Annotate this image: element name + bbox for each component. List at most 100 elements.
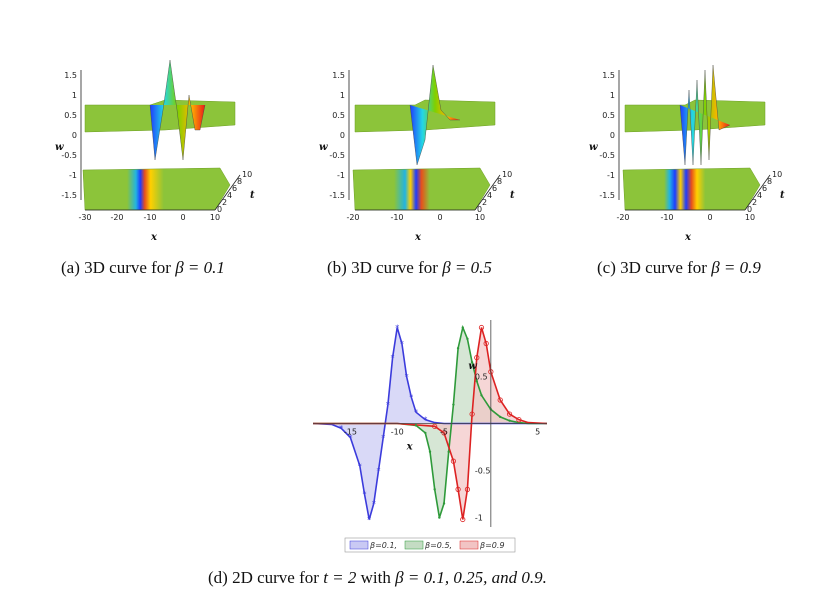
series-point-3	[506, 411, 513, 417]
t-axis-label: t	[510, 190, 515, 201]
legend-swatch-1	[349, 540, 369, 550]
w-tick: -0.5	[599, 151, 615, 160]
plot-axes	[313, 320, 547, 527]
w-ticks-b: 1.5 1 0.5 0 -0.5 -1 -1.5	[329, 71, 345, 200]
caption-c-beta: β = 0.9	[711, 258, 761, 277]
caption-b-text: (b) 3D curve for	[327, 258, 438, 277]
series-point-2	[456, 347, 460, 350]
x-tick: -20	[616, 213, 629, 222]
t-tick: 0	[217, 205, 222, 214]
panel-d: * * * * * * * * * * * * * * * * -15 -10 -5 5 0.5 -0.5 -…	[305, 312, 555, 557]
t-tick: 10	[772, 170, 782, 179]
legend-item-1: β=0.1,	[369, 541, 397, 550]
w-tick: -1	[607, 171, 615, 180]
series-point-2	[461, 326, 464, 329]
w-tick: -1.5	[599, 191, 615, 200]
t-tick: 6	[492, 184, 497, 193]
w-tick: 1.5	[602, 71, 615, 80]
t-tick: 8	[767, 177, 772, 186]
w-tick: -1	[69, 171, 77, 180]
series-point-1: *	[386, 401, 390, 410]
x-tick: -10	[390, 213, 403, 222]
t-tick: 8	[497, 177, 502, 186]
w-tick: 0.5	[332, 111, 345, 120]
caption-d-t: t = 2	[323, 568, 357, 587]
t-tick: 4	[757, 191, 762, 200]
y-tick: -0.5	[475, 467, 491, 476]
x-tick: -20	[110, 213, 123, 222]
w-axis-label: w	[55, 142, 64, 153]
series-point-2	[447, 450, 450, 453]
surface-plot-b: 1.5 1 0.5 0 -0.5 -1 -1.5 -20 -10 0 10 10…	[319, 64, 515, 243]
w-tick: 1	[72, 91, 77, 100]
series-point-2	[466, 337, 469, 341]
x-tick: -30	[78, 213, 91, 222]
series-point-3	[478, 324, 485, 331]
series-point-1: *	[423, 416, 427, 425]
x-axis-label: x	[150, 232, 158, 243]
x-tick: -15	[344, 428, 357, 437]
panel-a: 1.5 1 0.5 0 -0.5 -1 -1.5 -30 -20 -10 0 1…	[55, 50, 270, 250]
x-axis-label: x	[684, 232, 692, 243]
w-tick: 0	[340, 131, 345, 140]
x-tick: -10	[391, 428, 404, 437]
surface-plot-c: 1.5 1 0.5 0 -0.5 -1 -1.5 -20 -10 0 10 10…	[589, 64, 785, 243]
t-tick: 4	[227, 191, 232, 200]
t-tick: 0	[477, 205, 482, 214]
t-ticks-c: 10 8 6 4 2 0	[747, 170, 782, 214]
series-point-2	[452, 403, 455, 406]
t-tick: 8	[237, 177, 242, 186]
t-ticks-b: 10 8 6 4 2 0	[477, 170, 512, 214]
t-axis-label: t	[250, 190, 255, 201]
series-point-2	[480, 394, 483, 397]
w-tick: -1.5	[61, 191, 77, 200]
series-markers: ****************	[339, 324, 522, 524]
w-tick: -1.5	[329, 191, 345, 200]
series-point-1: *	[405, 372, 409, 381]
caption-d: (d) 2D curve for t = 2 with β = 0.1, 0.2…	[208, 568, 547, 588]
series-point-3	[460, 516, 466, 523]
series-point-1: *	[339, 424, 343, 433]
x-tick: 5	[535, 428, 540, 437]
series-point-3	[483, 340, 489, 347]
series-point-1: *	[400, 340, 404, 349]
caption-c: (c) 3D curve for β = 0.9	[597, 258, 761, 278]
series-point-1: *	[367, 515, 371, 524]
w-tick: -0.5	[61, 151, 77, 160]
series-point-1: *	[381, 434, 385, 443]
x-tick: -10	[143, 213, 156, 222]
t-tick: 4	[487, 191, 492, 200]
x-tick: 10	[210, 213, 220, 222]
caption-b: (b) 3D curve for β = 0.5	[327, 258, 492, 278]
series-point-2	[414, 424, 418, 427]
caption-b-beta: β = 0.5	[442, 258, 492, 277]
w-ticks-a: 1.5 1 0.5 0 -0.5 -1 -1.5	[61, 71, 77, 200]
w-tick: 1	[610, 91, 615, 100]
series-point-2	[470, 361, 474, 364]
caption-d-beta: β = 0.1, 0.25, and 0.9.	[395, 568, 547, 587]
w-tick: -0.5	[329, 151, 345, 160]
legend-swatch-2	[404, 540, 424, 550]
x-tick: 0	[180, 213, 185, 222]
t-axis-label: t	[780, 190, 785, 201]
series-point-1: *	[362, 490, 366, 499]
y-tick: -1	[475, 514, 483, 523]
series-point-2	[475, 379, 478, 383]
series-point-1: *	[377, 467, 381, 476]
t-tick: 6	[762, 184, 767, 193]
series-point-1: *	[358, 462, 362, 471]
surface-plot-a: 1.5 1 0.5 0 -0.5 -1 -1.5 -30 -20 -10 0 1…	[55, 59, 255, 243]
w-axis-label: w	[468, 361, 477, 372]
w-ticks-c: 1.5 1 0.5 0 -0.5 -1 -1.5	[599, 71, 615, 200]
w-axis-label: w	[589, 142, 598, 153]
series-point-2	[433, 488, 436, 491]
series-point-3	[432, 423, 438, 429]
w-tick: 0.5	[602, 111, 615, 120]
legend-swatch-3	[459, 540, 479, 550]
caption-a-text: (a) 3D curve for	[61, 258, 171, 277]
x-tick: 10	[745, 213, 755, 222]
w-tick: -1	[337, 171, 345, 180]
series-point-3	[464, 486, 471, 492]
w-tick: 1.5	[332, 71, 345, 80]
series-point-2	[508, 419, 511, 422]
